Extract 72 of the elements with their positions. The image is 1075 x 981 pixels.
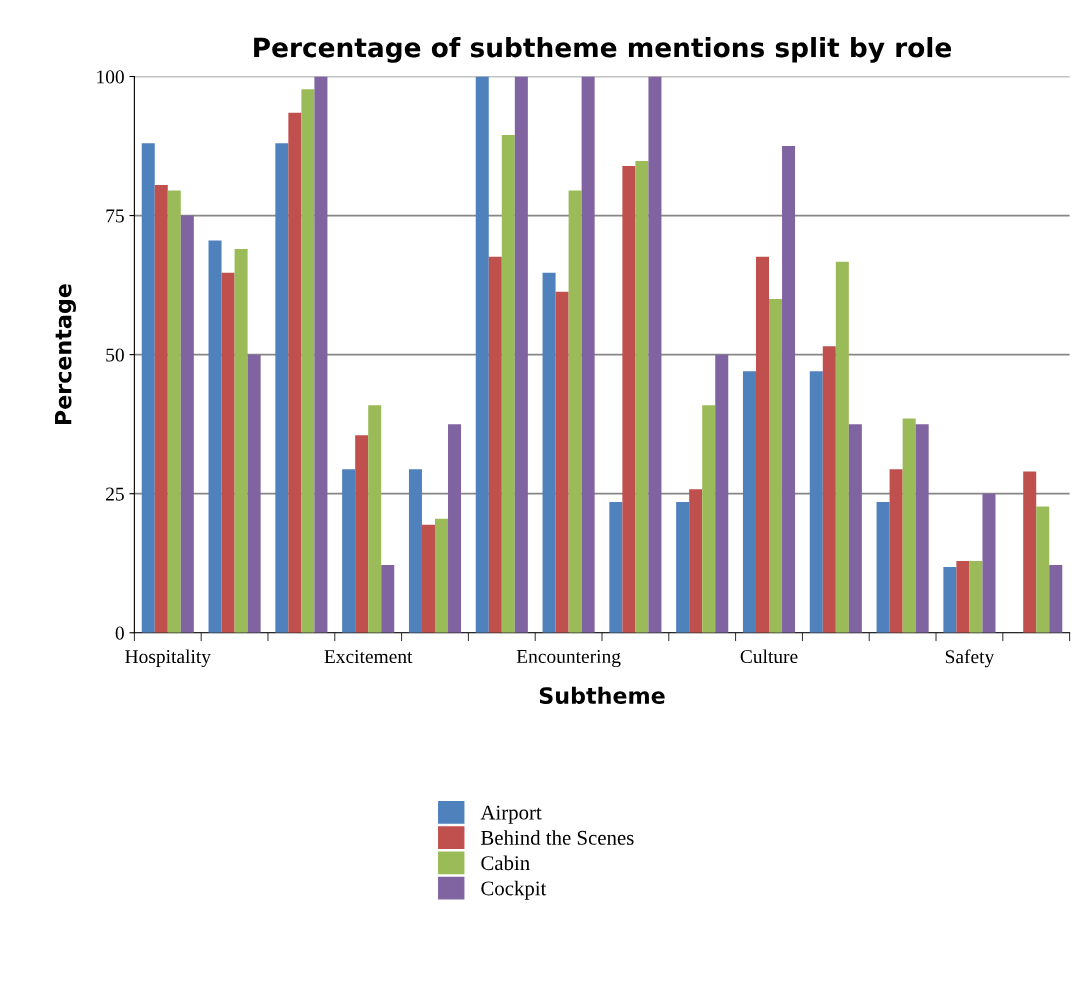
bar (702, 405, 716, 633)
bar (943, 567, 957, 633)
bar (167, 190, 181, 633)
x-tick-label: Excitement (324, 650, 413, 664)
x-tick-label: Hospitality (125, 649, 211, 668)
bar (755, 256, 770, 633)
x-tick-label: Culture (740, 649, 798, 664)
bar (969, 560, 983, 633)
y-tick-label: 75 (106, 209, 124, 223)
bar (956, 560, 970, 633)
x-tick-label: Encountering (516, 649, 621, 668)
y-tick-label: 0 (115, 626, 124, 640)
bar (555, 291, 569, 633)
bar (434, 518, 449, 633)
bar (581, 76, 595, 633)
bar (301, 89, 315, 633)
bar (1049, 564, 1063, 633)
bar (154, 184, 168, 633)
bar (689, 489, 703, 633)
bar (381, 564, 395, 633)
bar (782, 146, 796, 633)
y-tick-label: 100 (97, 70, 124, 84)
bar (648, 76, 662, 633)
bar (247, 354, 261, 633)
y-tick-label: 25 (106, 487, 124, 501)
bar (715, 354, 729, 633)
bar (275, 143, 289, 633)
bar (141, 143, 155, 633)
bar (421, 524, 435, 633)
bar (448, 424, 462, 633)
bar (475, 76, 489, 633)
x-tick-label: Safety (945, 649, 995, 668)
bar (769, 299, 783, 633)
bar (208, 240, 222, 633)
bar (314, 76, 328, 633)
bar (742, 371, 756, 633)
bar (915, 424, 929, 633)
bar (609, 502, 623, 633)
bar (1023, 471, 1037, 633)
bar (408, 469, 422, 633)
bar (180, 215, 194, 633)
chart-title: Percentage of subtheme mentions split by role (254, 37, 951, 63)
y-tick-label: 50 (106, 348, 124, 362)
bar (355, 435, 369, 633)
legend-label: Cockpit (481, 880, 547, 900)
bar (501, 134, 515, 633)
bar (982, 493, 996, 633)
bar (568, 190, 582, 633)
bar (876, 502, 890, 633)
legend-label: Airport (480, 805, 542, 824)
bar (889, 469, 903, 633)
legend-label: Behind the Scenes (481, 830, 634, 845)
bar (488, 256, 502, 633)
bar (835, 261, 849, 633)
bar (622, 166, 636, 633)
y-axis-title: Percentage (55, 284, 77, 425)
bar (514, 76, 528, 633)
bar (234, 248, 248, 633)
bar (902, 418, 916, 633)
bar (635, 161, 649, 633)
legend-label: Cabin (481, 855, 530, 871)
bar (342, 469, 356, 633)
bar (848, 424, 862, 633)
x-axis-title: Subtheme (539, 686, 665, 704)
bar (676, 502, 690, 633)
bar (1036, 506, 1050, 633)
bar (221, 272, 235, 633)
bar (288, 112, 302, 633)
bar (368, 405, 382, 633)
bar (809, 371, 823, 633)
bar (822, 346, 836, 633)
bar (542, 272, 556, 633)
